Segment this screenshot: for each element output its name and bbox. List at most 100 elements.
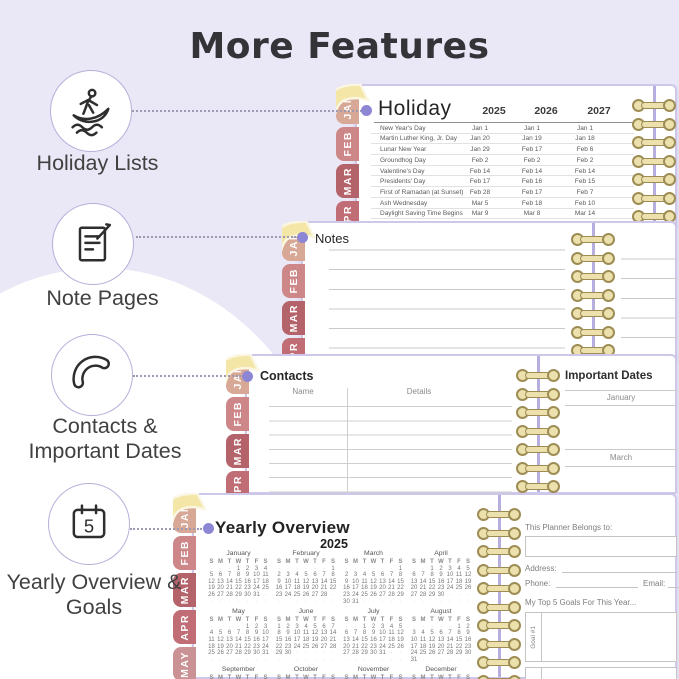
month-tab-feb: FEB [226,397,249,431]
feature-label-yearly: Yearly Overview & Goals [6,570,182,619]
page-gap-line [653,86,656,226]
month-tab-feb: FEB [173,536,196,570]
yearly-page-preview: JAN FEB MAR APR MAY Yearly Overview 2025 Jan… [173,493,679,679]
connector-line [132,110,362,112]
spiral-coil [477,674,521,679]
holiday-date: Jan 18 [575,135,595,143]
holiday-row: Martin Luther King, Jr. Day Jan 20 Jan 19 J… [371,134,634,145]
mini-month-february: February S M T W T F S · · · · · · 1 2 3 4 5 6 7 8 9 10 11 12 13 14… [275,550,337,605]
divider-line [565,390,677,391]
notes-sheet: Notes [301,221,677,362]
connector-dot [297,232,308,243]
feature-label-note-pages: Note Pages [46,286,159,310]
ruled-lines-left [329,231,565,357]
divider-line [565,405,677,406]
holiday-date: Jan 20 [470,135,490,143]
holiday-date: Feb 6 [576,146,594,154]
corner-ribbon [282,221,316,253]
connector-line [130,528,202,530]
holiday-name: Martin Luther King, Jr. Day [380,135,457,143]
mini-month-july: July S M T W T F S · · 1 2 3 4 5 6 7 8 9 10 11 12 13 14 15 16 17 18… [343,608,404,663]
mini-month-september: SeptemberSMTWTFS·12345678910111213141516… [209,666,268,679]
holiday-table: New Year's Day Jan 1 Jan 1 Jan 1 Martin Luth… [371,123,634,228]
holiday-date: Feb 14 [574,167,596,175]
year-header: 2025 [482,105,506,117]
holiday-date: Feb 7 [576,188,594,196]
goal-1-box: Goal #1 [525,612,677,662]
spiral-coil [477,545,521,558]
mini-month-december: DecemberSMTWTFS·123456789101112131415161… [411,666,470,679]
spiral-coil [632,136,676,149]
holiday-date: Mar 14 [574,210,596,218]
spiral-coil [632,117,676,131]
divider-line [565,466,677,467]
holiday-sheet: Holiday 2025 2026 2027 New Year's Day Jan… [355,84,677,228]
spiral-coil [632,99,676,112]
holiday-date: Jan 1 [524,124,540,132]
spiral-coil [632,191,676,205]
holiday-date: Feb 2 [523,156,541,164]
feature-circle-holiday-lists [50,70,132,152]
spiral-coil [516,424,560,438]
corner-ribbon [336,84,370,116]
spiral-coil [571,325,615,339]
spiral-coil [477,619,521,632]
table-header-line [374,122,634,123]
divider-line [565,449,677,450]
month-tab-mar: MAR [173,573,196,607]
spiral-coil [571,288,615,302]
spiral-coil [477,563,521,577]
spiral-coil [571,270,615,283]
holiday-date: Feb 2 [576,156,594,164]
holiday-row: Valentine's Day Feb 14 Feb 14 Feb 14 [371,166,634,177]
holiday-date: Feb 17 [469,178,491,186]
holiday-date: Feb 15 [574,178,596,186]
spiral-coil [516,443,560,456]
goal-2-strip [526,668,542,679]
spiral-coil [632,154,676,168]
holiday-page-title: Holiday [378,97,452,120]
important-dates-title: Important Dates [565,370,653,382]
page-gap-line [537,356,540,492]
spiral-coil [571,251,615,265]
page-title: More Features [189,26,490,67]
holiday-row: New Year's Day Jan 1 Jan 1 Jan 1 [371,123,634,134]
holiday-date: Feb 28 [469,188,491,196]
holiday-date: Jan 1 [472,124,488,132]
spiral-coil [516,480,560,493]
feature-circle-note-pages [52,203,134,285]
holiday-row: Lunar New Year Jan 29 Feb 17 Feb 6 [371,144,634,156]
month-tab-mar: MAR [282,301,305,335]
mini-month-june: June S M T W T F S 1 2 3 4 5 6 7 8 9 10 11 12 13 14 15 16 17 18 19… [275,608,337,663]
holiday-date: Feb 18 [521,199,543,207]
holiday-date: Feb 10 [574,199,596,207]
holiday-date: Feb 16 [521,178,543,186]
spiral-coil [632,173,676,186]
connector-line [136,236,296,238]
holiday-date: Feb 14 [521,167,543,175]
belongs-box [525,536,677,557]
phone-line [556,579,638,588]
name-column-header: Name [292,387,314,396]
holiday-date: Mar 5 [471,199,489,207]
holiday-name: Valentine's Day [380,167,425,175]
column-divider [347,388,348,494]
ruled-lines-right [621,240,677,358]
feature-circle-contacts [51,334,133,416]
mini-month-november: NovemberSMTWTFS······1234567891011121314… [344,666,403,679]
spiral-coil [477,582,521,595]
feature-label-contacts: Contacts & Important Dates [28,414,182,463]
holiday-name: Groundhog Day [380,156,426,164]
contacts-row-lines [269,393,512,494]
important-dates-month: January [606,393,636,402]
holiday-name: Ash Wednesday [380,199,428,207]
spiral-coil [477,508,521,521]
holiday-name: Daylight Saving Time Begins [380,210,463,218]
goals-title: My Top 5 Goals For This Year... [525,598,637,607]
holiday-row: First of Ramadan (at Sunset) Feb 28 Feb 17… [371,187,634,198]
yearly-page-title: Yearly Overview [215,518,350,537]
email-line [668,579,679,588]
mini-month-october: OctoberSMTWTFS···12345678910111213141516… [276,666,335,679]
holiday-row: Presidents' Day Feb 17 Feb 16 Feb 15 [371,176,634,188]
